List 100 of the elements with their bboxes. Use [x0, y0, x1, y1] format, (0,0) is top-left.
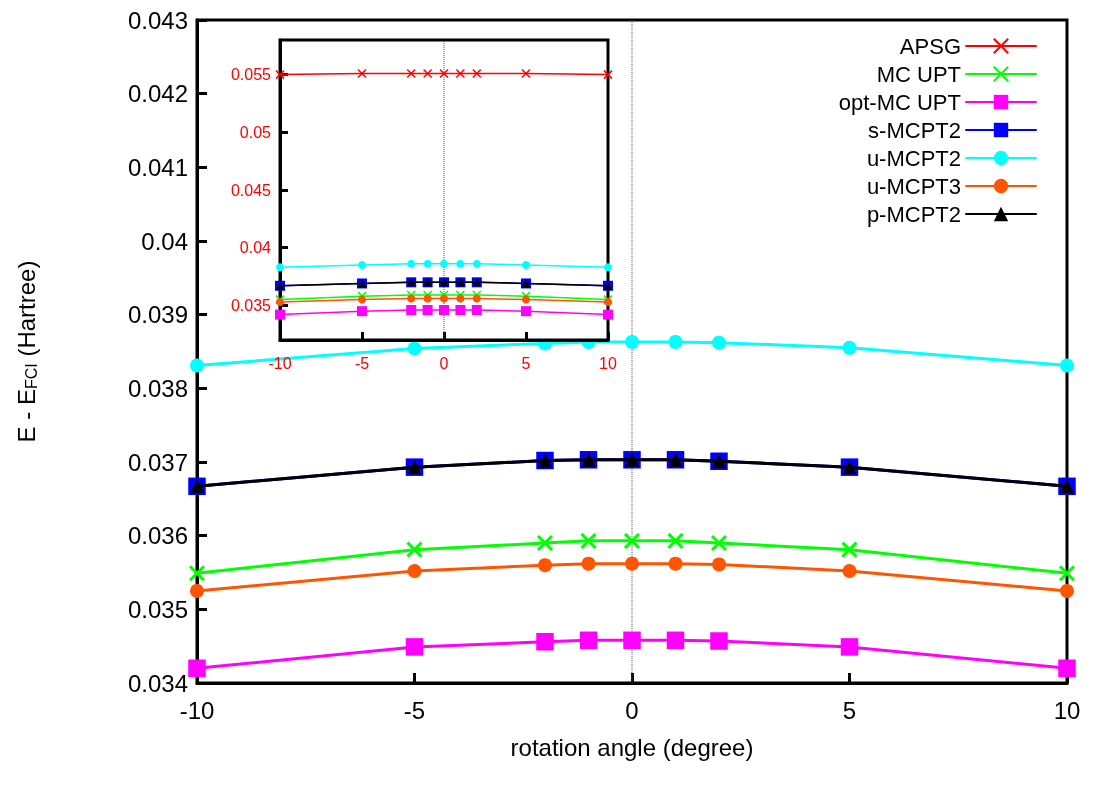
- point: [440, 294, 448, 303]
- y-tick-label: 0.043: [127, 6, 188, 34]
- y-tick-label: 0.038: [127, 374, 188, 402]
- point: [407, 294, 416, 303]
- point: [579, 631, 598, 650]
- point: [623, 532, 641, 550]
- y-tick-label: 0.035: [127, 595, 188, 623]
- point: [538, 558, 552, 573]
- point: [522, 295, 530, 304]
- x-axis-title: rotation angle (degree): [510, 733, 754, 761]
- x-tick-label: -5: [354, 354, 370, 372]
- point: [840, 638, 859, 656]
- point: [455, 305, 466, 315]
- legend-label: u-MCPT2: [866, 145, 961, 171]
- point: [1058, 564, 1076, 582]
- point: [1060, 583, 1074, 598]
- point: [1060, 358, 1074, 373]
- point: [455, 68, 466, 79]
- point: [405, 638, 424, 656]
- y-tick-label: 0.055: [230, 66, 272, 84]
- y-tick-label: 0.045: [230, 181, 272, 199]
- point: [407, 259, 416, 268]
- x-tick-label: -10: [179, 696, 215, 724]
- point: [522, 261, 530, 269]
- point: [188, 659, 206, 678]
- point: [1058, 659, 1076, 678]
- y-tick-label: 0.042: [127, 80, 188, 108]
- y-axis-title: E - EFCI (Hartree): [12, 260, 40, 443]
- point: [710, 534, 728, 552]
- x-tick-label: -5: [403, 696, 426, 724]
- y-tick-label: 0.05: [239, 123, 272, 141]
- point: [603, 69, 613, 80]
- x-tick-label: 5: [521, 354, 531, 372]
- point: [666, 631, 685, 650]
- point: [668, 556, 683, 571]
- point: [358, 261, 366, 269]
- point: [422, 68, 433, 79]
- point: [406, 68, 416, 79]
- x-tick-label: 10: [1053, 696, 1081, 724]
- point: [472, 68, 482, 79]
- point: [712, 557, 726, 572]
- y-tick-label: 0.039: [127, 301, 188, 329]
- point: [406, 305, 417, 315]
- point: [471, 305, 482, 315]
- point: [710, 632, 728, 650]
- legend-label: s-MCPT2: [868, 117, 961, 143]
- point: [456, 259, 465, 268]
- y-tick-label: 0.04: [141, 227, 188, 255]
- legend-label: MC UPT: [876, 61, 961, 87]
- point: [439, 305, 449, 315]
- point: [580, 532, 597, 550]
- legend-label: u-MCPT3: [866, 173, 961, 199]
- point: [625, 334, 639, 349]
- x-tick-label: 5: [842, 696, 857, 724]
- point: [358, 295, 366, 304]
- point: [357, 306, 367, 317]
- point: [472, 294, 481, 303]
- point: [407, 564, 422, 579]
- y-tick-label: 0.035: [230, 296, 272, 314]
- point: [581, 556, 596, 571]
- y-tick-label: 0.036: [127, 522, 188, 550]
- point: [276, 263, 284, 272]
- point: [440, 259, 448, 268]
- point: [625, 556, 639, 571]
- x-tick-label: 0: [439, 354, 449, 372]
- point: [521, 306, 531, 317]
- point: [275, 69, 285, 80]
- point: [712, 335, 726, 350]
- y-tick-label: 0.034: [127, 669, 188, 697]
- point: [188, 564, 206, 582]
- point: [190, 583, 204, 598]
- point: [623, 631, 641, 650]
- point: [275, 309, 285, 320]
- point: [842, 564, 857, 579]
- legend-label: APSG: [899, 33, 961, 59]
- point: [407, 341, 422, 356]
- legend-label: opt-MC UPT: [838, 89, 961, 115]
- point: [472, 259, 481, 268]
- point: [667, 532, 684, 550]
- point: [521, 68, 531, 79]
- point: [190, 358, 204, 373]
- point: [423, 259, 432, 268]
- point: [536, 534, 554, 552]
- point: [603, 309, 613, 320]
- x-tick-label: 10: [599, 354, 617, 372]
- point: [357, 68, 367, 79]
- point: [423, 294, 432, 303]
- point: [604, 263, 612, 272]
- y-tick-label: 0.037: [127, 448, 188, 476]
- point: [536, 633, 554, 651]
- x-tick-label: 0: [625, 696, 639, 724]
- point: [439, 68, 449, 79]
- y-tick-label: 0.04: [239, 239, 272, 257]
- point: [406, 541, 423, 559]
- legend-label: p-MCPT2: [866, 201, 961, 227]
- point: [668, 334, 683, 349]
- point: [422, 305, 433, 315]
- point: [842, 340, 857, 355]
- point: [456, 294, 465, 303]
- y-tick-label: 0.041: [127, 153, 188, 181]
